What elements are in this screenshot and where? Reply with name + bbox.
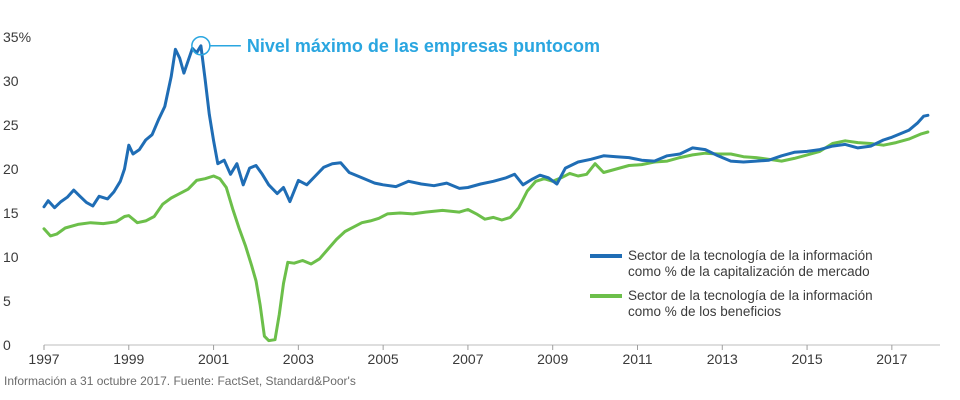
x-tick-label: 2005 [368,351,399,367]
y-tick-labels: 0 5 10 15 20 25 30 35% [3,29,31,353]
y-tick-label: 5 [3,293,11,309]
x-tick-label: 1997 [28,351,59,367]
x-tick-label: 2011 [622,351,652,367]
series-line-market-cap [42,44,930,210]
y-tick-label: 20 [3,161,19,177]
x-tick-labels: 1997 1999 2001 2003 2005 2007 2009 2011 2013 2015… [28,345,908,367]
x-tick-label: 2015 [791,351,822,367]
x-tick-label: 2003 [283,351,314,367]
x-tick-label: 2007 [452,351,483,367]
series-lines [42,44,930,343]
legend-label: Sector de la tecnología de la informació… [628,248,873,263]
y-tick-label: 30 [3,73,19,89]
legend-label: Sector de la tecnología de la informació… [628,288,873,303]
series-line-earnings [42,130,930,343]
x-tick-label: 2009 [537,351,568,367]
y-tick-label: 25 [3,117,19,133]
peak-annotation: Nivel máximo de las empresas puntocom [191,36,600,56]
x-tick-label: 2017 [876,351,907,367]
y-tick-label: 35% [3,29,31,45]
x-tick-label: 2013 [707,351,738,367]
y-tick-label: 0 [3,337,11,353]
legend-label: como % de los beneficios [628,304,781,319]
x-tick-label: 2001 [198,351,229,367]
y-tick-label: 15 [3,205,19,221]
x-tick-label: 1999 [113,351,144,367]
legend-label: como % de la capitalización de mercado [628,264,870,279]
annotation-text: Nivel máximo de las empresas puntocom [247,36,600,56]
y-tick-label: 10 [3,249,19,265]
source-note: Información a 31 octubre 2017. Fuente: F… [4,374,356,388]
legend: Sector de la tecnología de la informació… [590,248,873,319]
